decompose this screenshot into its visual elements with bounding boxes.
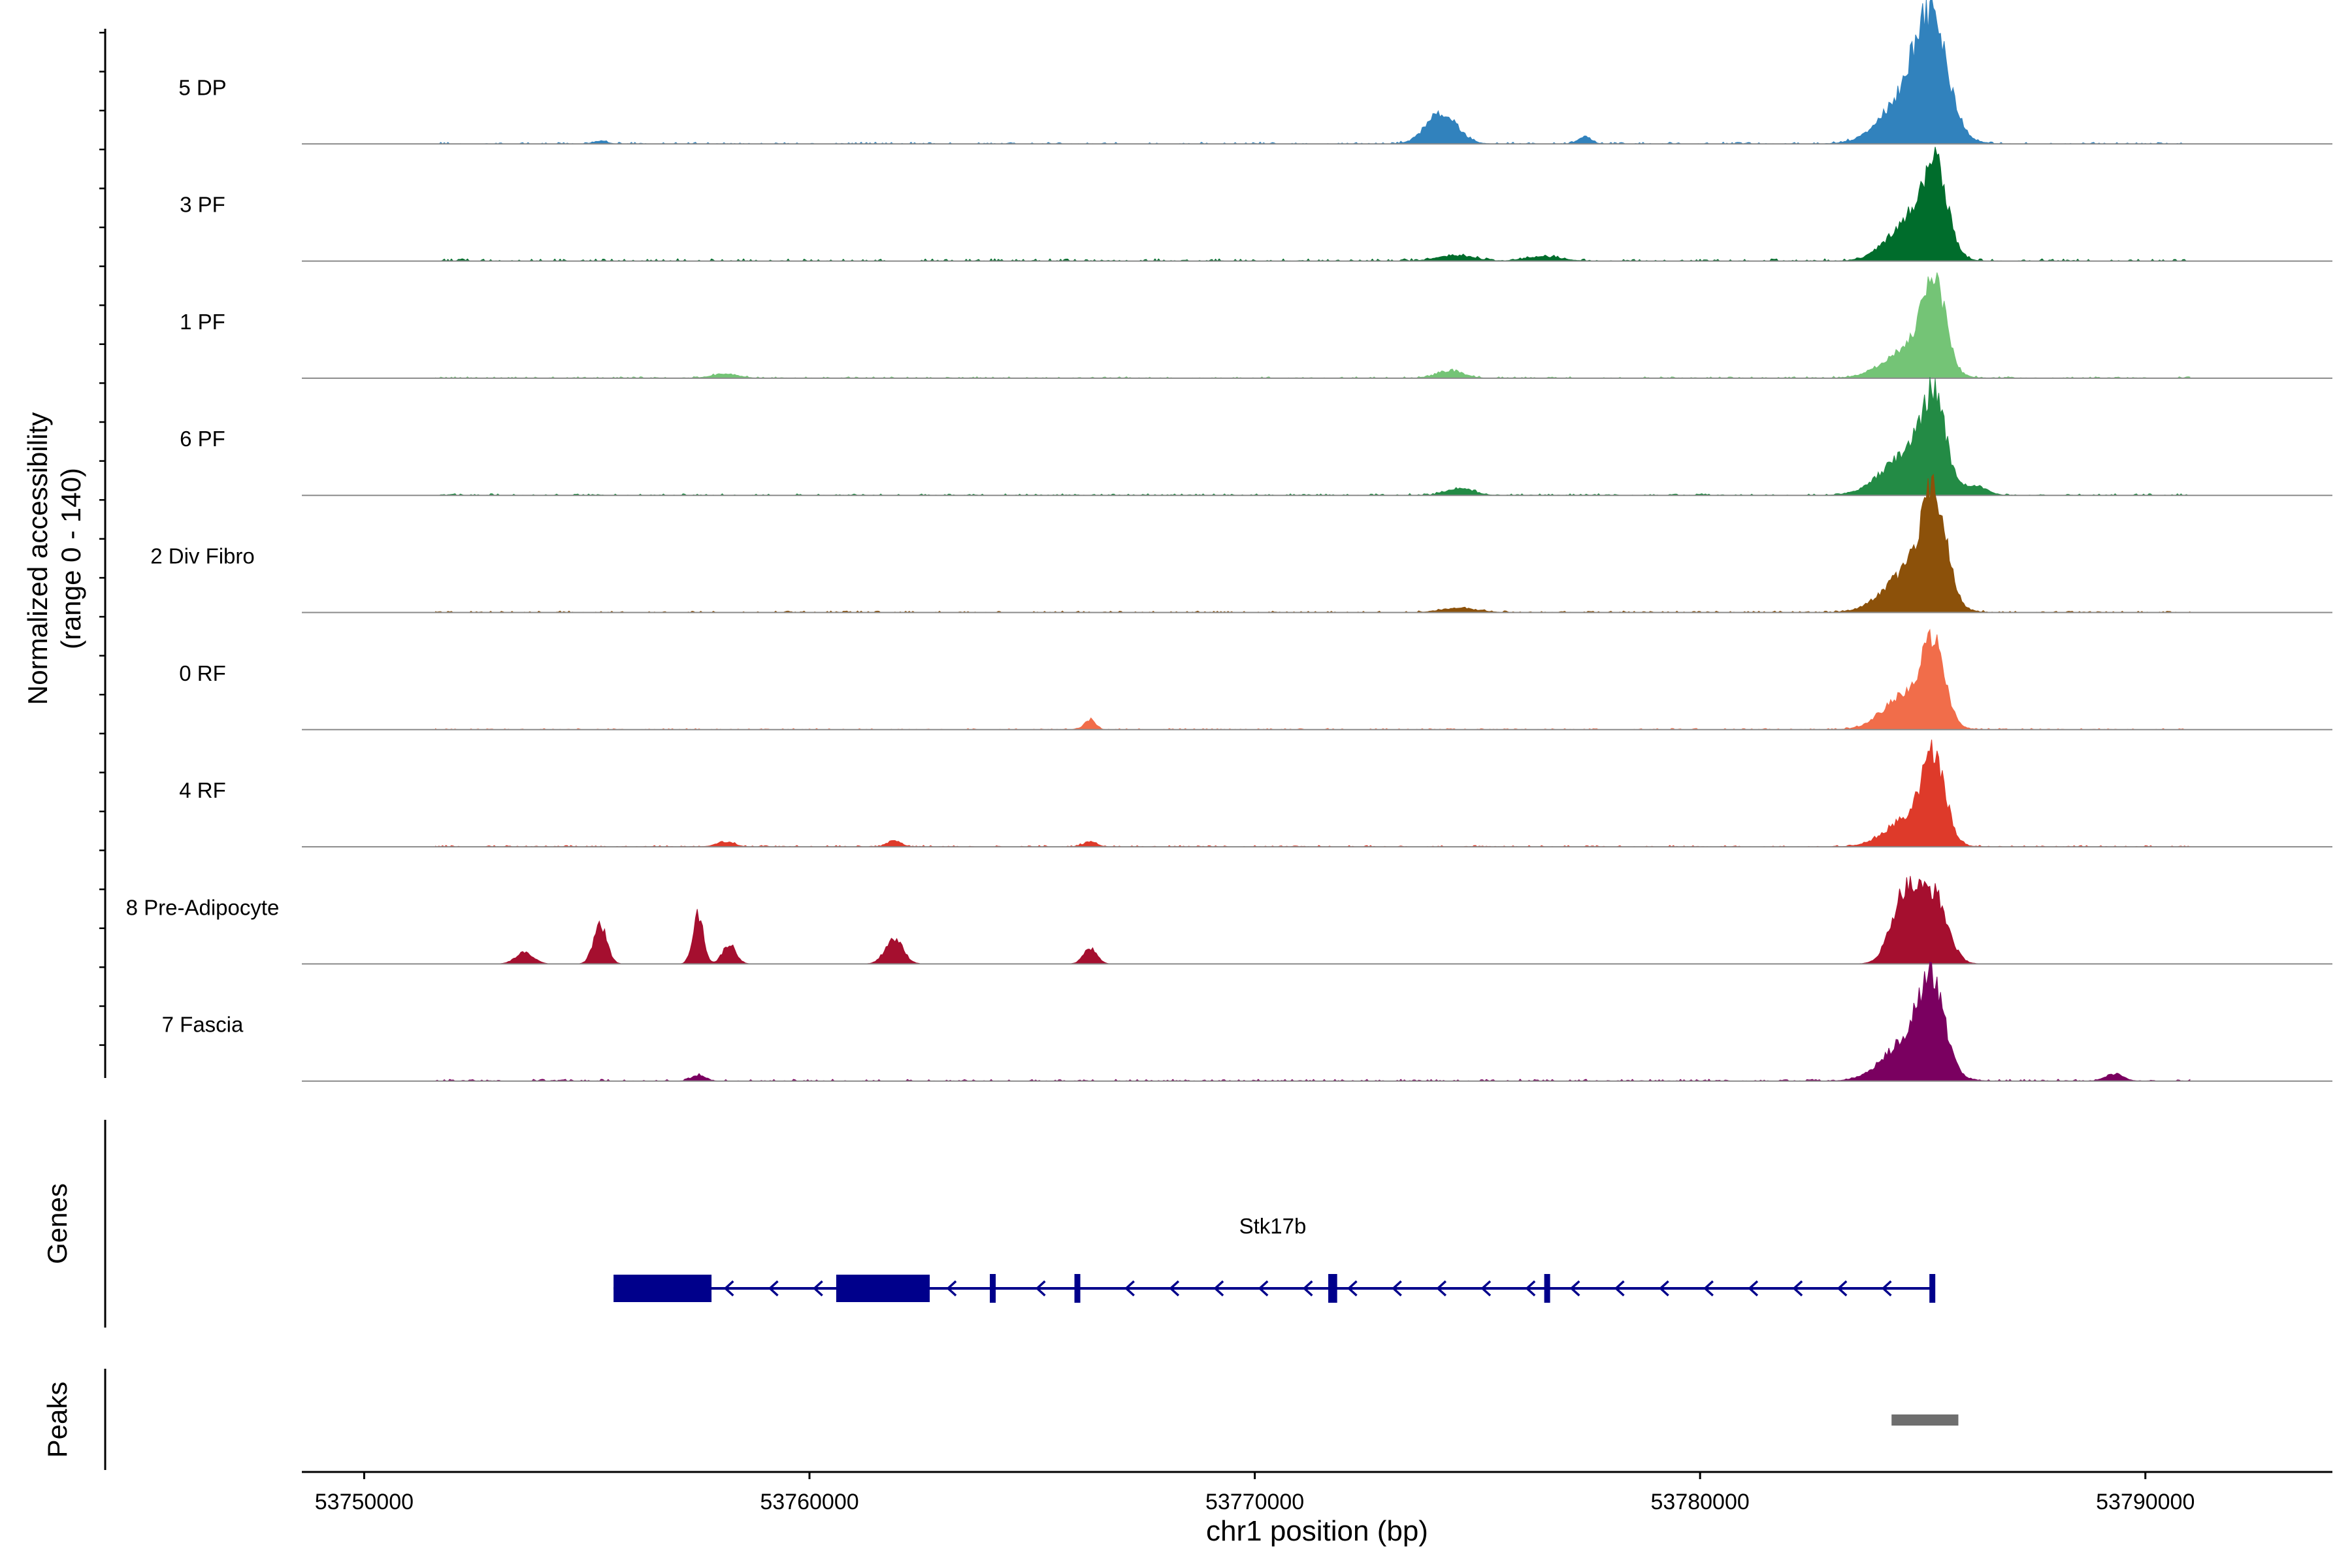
coverage-area [435, 146, 2190, 262]
coverage-area [434, 961, 2191, 1082]
track-3: 1 PF [180, 272, 2332, 379]
strand-arrow [1703, 1280, 1714, 1297]
strand-arrow [813, 1280, 823, 1297]
track-5: 2 Div Fibro [150, 474, 2332, 613]
strand-arrow [1169, 1280, 1180, 1297]
gene-exon [613, 1275, 712, 1302]
track-8: 8 Pre-Adipocyte [126, 875, 2332, 965]
coverage-area [435, 0, 2190, 144]
peak-region [1891, 1414, 1959, 1426]
strand-arrow [1525, 1280, 1536, 1297]
track-label: 5 DP [178, 75, 226, 99]
strand-arrow [1614, 1280, 1625, 1297]
track-9: 7 Fascia [162, 961, 2332, 1082]
coverage-area [434, 272, 2191, 379]
x-axis-label: chr1 position (bp) [1206, 1515, 1428, 1547]
x-tick-label: 53750000 [315, 1490, 414, 1514]
track-2: 3 PF [180, 146, 2332, 262]
x-axis-ticks: 53750000 53760000 53770000 53780000 53790000 [315, 1472, 2195, 1514]
strand-arrow [1213, 1280, 1224, 1297]
track-4: 6 PF [180, 377, 2332, 497]
coverage-area [434, 740, 2191, 847]
coverage-area [434, 629, 2190, 730]
track-label: 4 RF [179, 778, 226, 802]
peak-regions [1891, 1414, 1959, 1426]
gene-exon [1929, 1274, 1936, 1303]
strand-arrow [1347, 1280, 1358, 1297]
x-tick-label: 53780000 [1651, 1490, 1750, 1514]
x-tick-label: 53790000 [2096, 1490, 2195, 1514]
strand-arrow [1124, 1280, 1135, 1297]
gene-name-label: Stk17b [1239, 1214, 1307, 1238]
strand-arrow [1258, 1280, 1269, 1297]
x-tick-label: 53760000 [760, 1490, 858, 1514]
y-axis-range-label: (range 0 - 140) [56, 468, 86, 649]
gene-model [613, 1274, 1936, 1303]
track-label: 7 Fascia [162, 1013, 244, 1037]
track-label: 2 Div Fibro [150, 544, 255, 568]
strand-arrow [1837, 1280, 1848, 1297]
strand-arrow [1748, 1280, 1759, 1297]
strand-arrow [768, 1280, 779, 1297]
y-axis-label: Normalized accessibility [22, 412, 53, 705]
strand-arrow [1480, 1280, 1492, 1297]
strand-arrow [723, 1280, 734, 1297]
peaks-label: Peaks [42, 1382, 73, 1458]
gene-exon [836, 1275, 930, 1302]
track-6: 0 RF [179, 629, 2332, 730]
strand-arrow [1659, 1280, 1669, 1297]
strand-arrow [946, 1280, 957, 1297]
track-label: 0 RF [179, 661, 226, 685]
track-label: 1 PF [180, 310, 225, 334]
strand-arrow [1792, 1280, 1803, 1297]
gene-exon [1328, 1274, 1337, 1303]
coverage-area [435, 377, 2190, 496]
track-label: 6 PF [180, 427, 225, 451]
gene-exon [1074, 1274, 1081, 1303]
gene-exon [990, 1274, 996, 1303]
gene-exon [1544, 1274, 1550, 1303]
track-1: 5 DP [178, 0, 2332, 145]
strand-arrow [1392, 1280, 1402, 1297]
track-label: 8 Pre-Adipocyte [126, 895, 280, 919]
genes-label: Genes [42, 1183, 73, 1264]
track-7: 4 RF [179, 740, 2332, 848]
strand-arrow [1436, 1280, 1447, 1297]
track-label: 3 PF [180, 193, 225, 217]
strand-arrow [1302, 1280, 1313, 1297]
coverage-area [435, 875, 2190, 964]
strand-arrow [1035, 1280, 1046, 1297]
coverage-tracks: 5 DP 3 PF 1 PF 6 PF 2 Div Fibro 0 RF 4 RF 8 Pre… [126, 0, 2332, 1082]
strand-arrow [1881, 1280, 1892, 1297]
x-tick-label: 53770000 [1205, 1490, 1304, 1514]
strand-arrow [1569, 1280, 1580, 1297]
